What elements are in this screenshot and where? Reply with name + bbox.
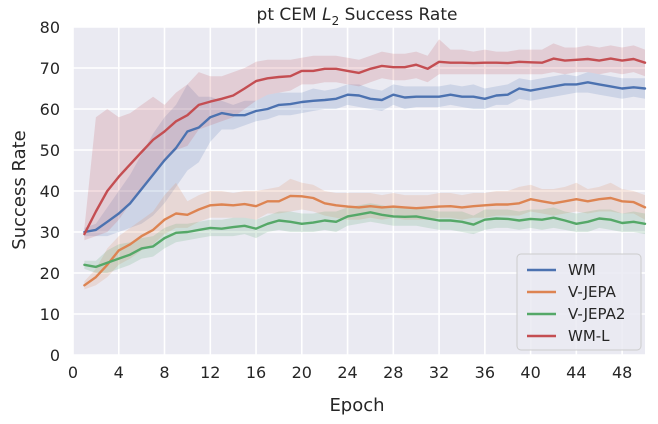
band-v-jepa (84, 178, 645, 290)
line-v-jepa2 (83, 211, 647, 269)
legend-label-wm-l: WM-L (568, 327, 610, 345)
y-axis-label: Success Rate (9, 130, 30, 249)
chart-title-subscript: 2 (332, 14, 340, 28)
line-wm (83, 81, 647, 234)
chart-title-prefix: pt CEM (257, 5, 323, 25)
line-v-jepa (83, 194, 647, 287)
x-axis-label: Epoch (329, 395, 384, 416)
x-tick-label: 20 (292, 363, 312, 382)
x-tick-label: 48 (612, 363, 632, 382)
x-tick-label: 24 (337, 363, 357, 382)
legend-box (516, 253, 642, 351)
chart-title-variable: L (322, 5, 331, 25)
y-tick-label: 80 (40, 18, 60, 37)
y-tick-label: 60 (40, 100, 60, 119)
x-tick-label: 44 (566, 363, 586, 382)
line-wm-l (83, 57, 647, 236)
y-tick-label: 40 (40, 182, 60, 201)
y-tick-label: 30 (40, 223, 60, 242)
band-wm-l (84, 39, 645, 241)
legend: WM V-JEPA V-JEPA2 WM-L (516, 253, 642, 351)
legend-label-v-jepa: V-JEPA (568, 283, 617, 301)
x-tick-label: 36 (475, 363, 495, 382)
series-lines (83, 57, 647, 287)
x-tick-label: 12 (200, 363, 220, 382)
chart-title: pt CEM L2 Success Rate (257, 5, 458, 28)
y-tick-label: 0 (50, 346, 60, 365)
x-tick-label: 16 (246, 363, 266, 382)
y-tick-label: 20 (40, 264, 60, 283)
x-tick-label: 0 (68, 363, 78, 382)
x-tick-label: 8 (159, 363, 169, 382)
y-tick-label: 70 (40, 59, 60, 78)
legend-label-wm: WM (568, 261, 596, 279)
x-tick-labels: 0 4 8 12 16 20 24 28 32 36 40 44 48 (68, 363, 632, 382)
legend-label-v-jepa2: V-JEPA2 (568, 305, 625, 323)
x-tick-label: 28 (383, 363, 403, 382)
y-tick-label: 10 (40, 305, 60, 324)
chart-title-suffix: Success Rate (339, 5, 457, 25)
x-tick-label: 4 (114, 363, 124, 382)
band-v-jepa2 (84, 203, 645, 273)
y-tick-labels: 0 10 20 30 40 50 60 70 80 (40, 18, 60, 365)
x-tick-label: 40 (520, 363, 540, 382)
y-tick-label: 50 (40, 141, 60, 160)
x-tick-label: 32 (429, 363, 449, 382)
